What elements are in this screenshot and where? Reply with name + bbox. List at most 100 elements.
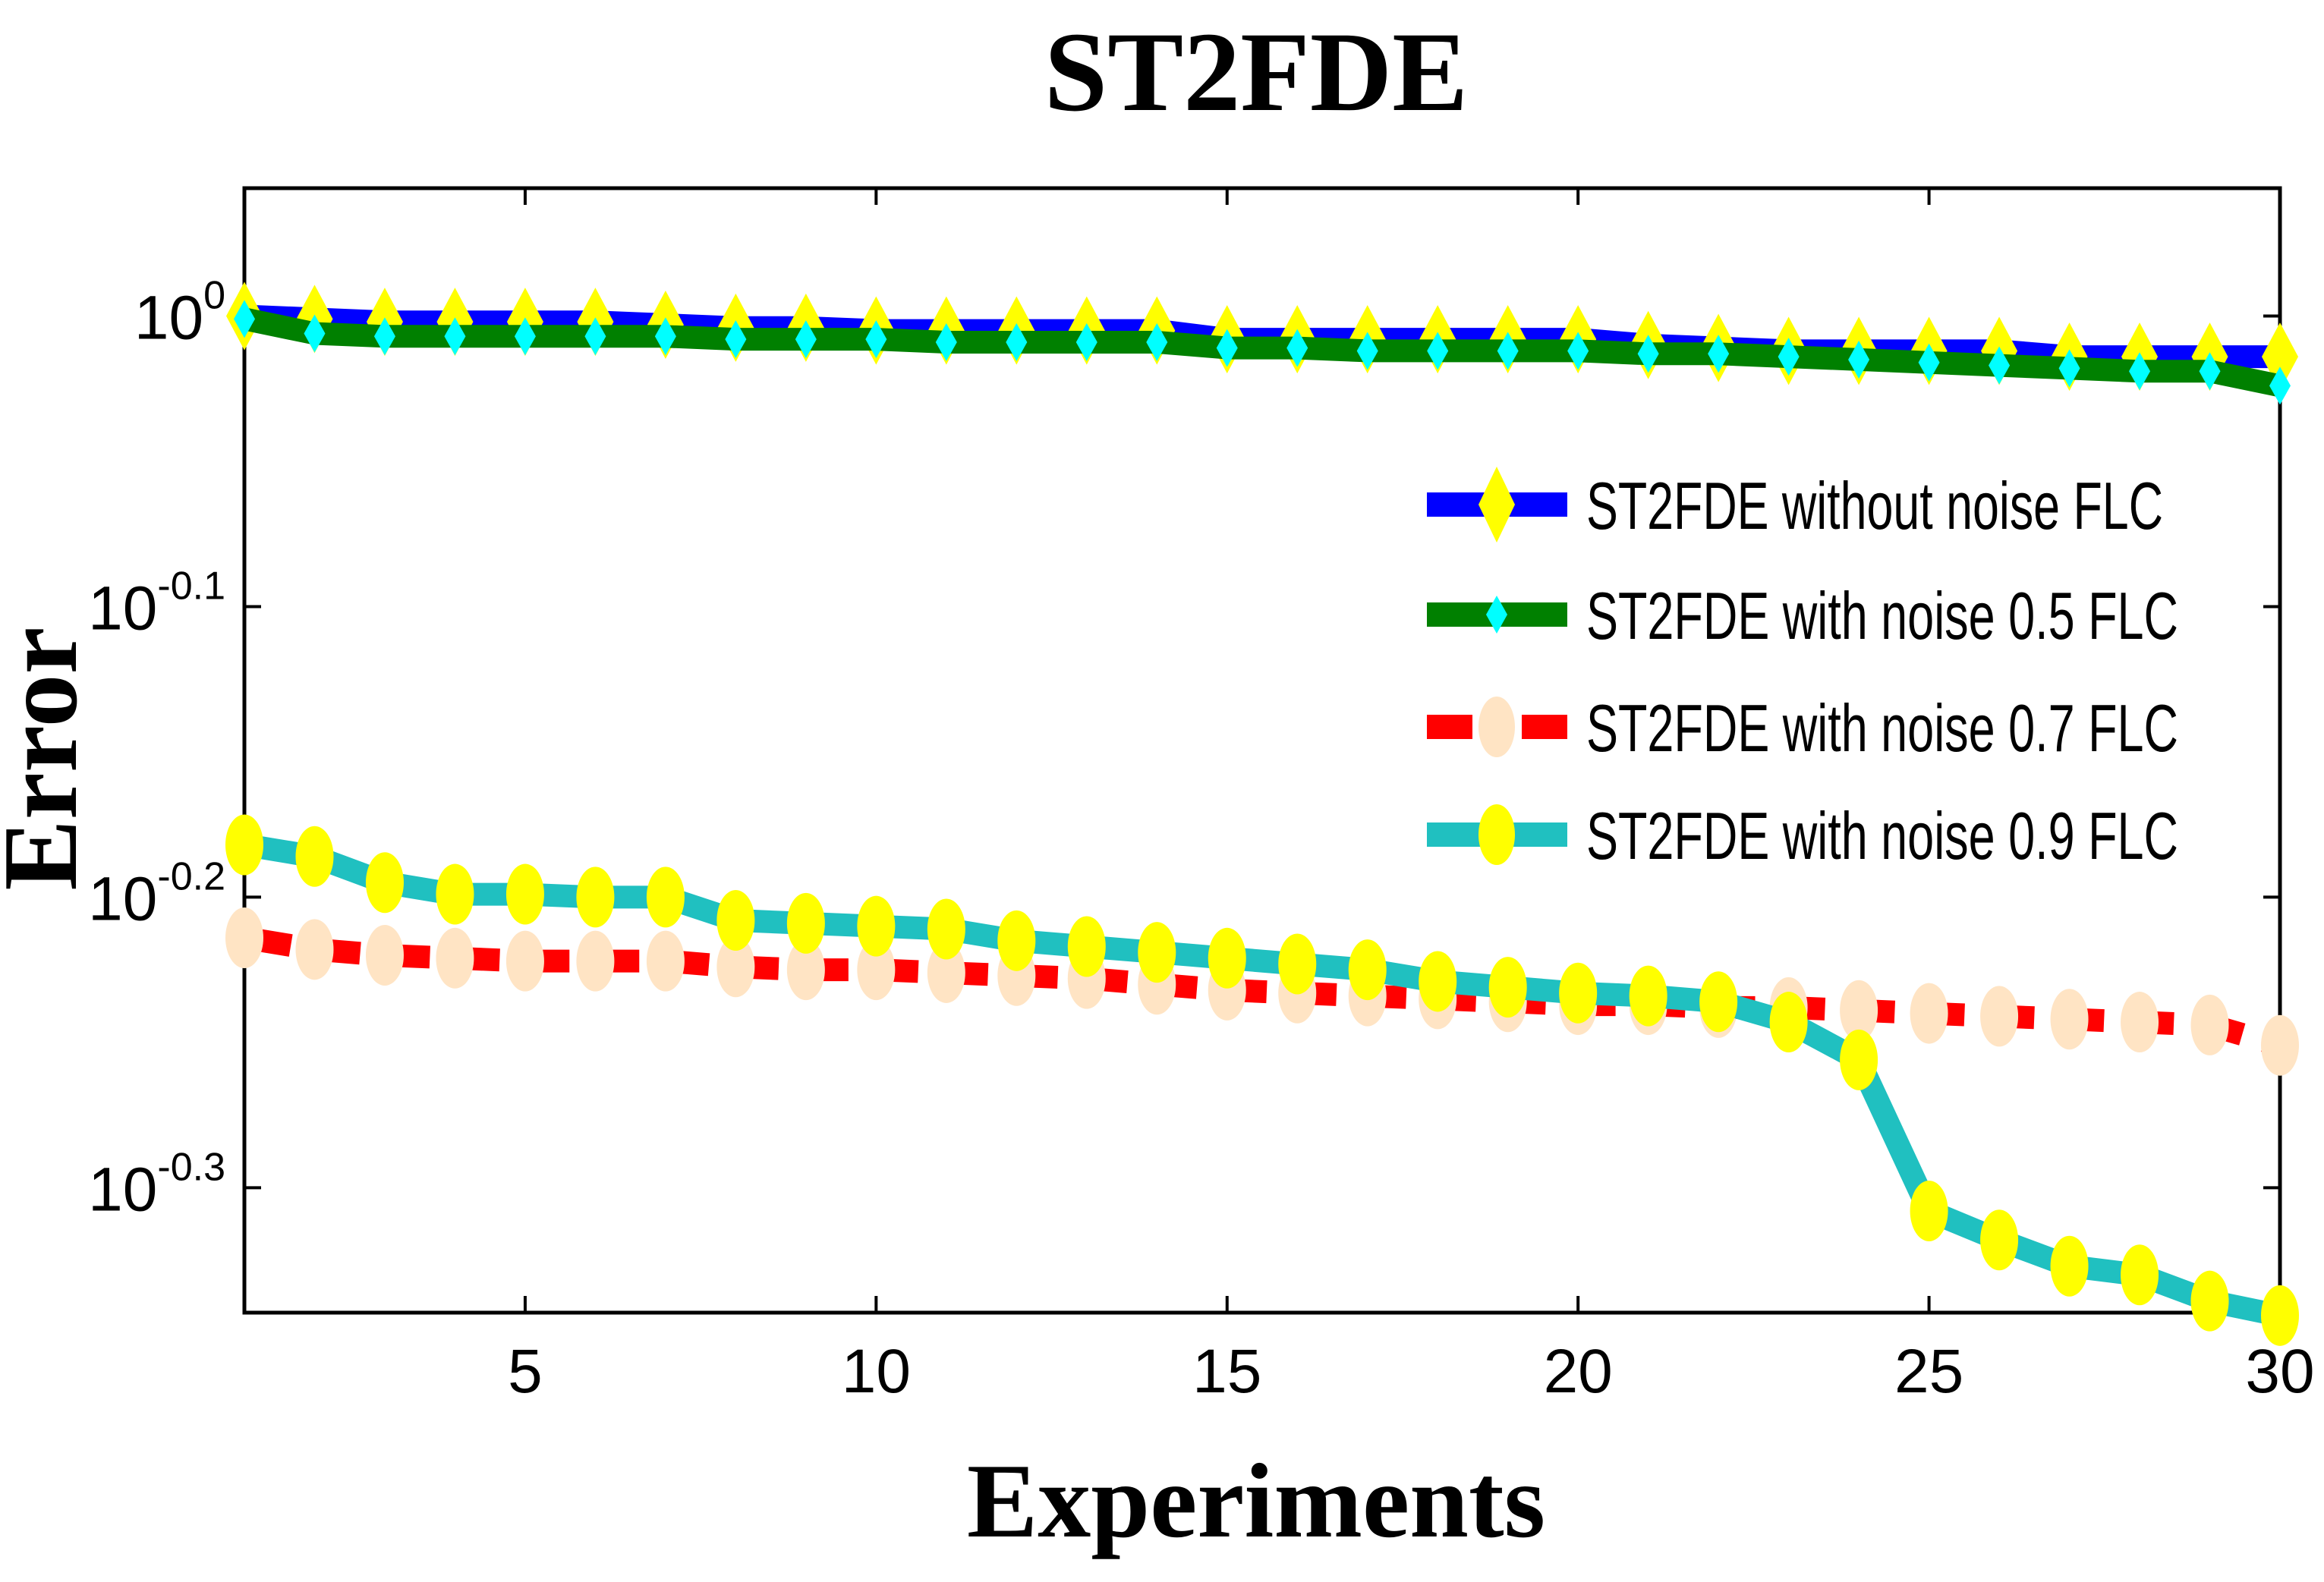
data-point (865, 320, 887, 359)
data-point (2261, 1014, 2299, 1076)
data-point (857, 939, 896, 1001)
data-point (716, 890, 755, 951)
data-point (997, 910, 1036, 971)
legend-entry-without-noise: ST2FDE without noise FLC (1427, 467, 2163, 543)
data-point (1006, 322, 1028, 361)
data-point (1840, 980, 1878, 1041)
data-point (2058, 349, 2080, 388)
data-point (505, 930, 544, 992)
series-1 (234, 300, 2291, 405)
data-point (927, 942, 965, 1003)
x-axis-label: Experiments (967, 1442, 1545, 1560)
data-point (1778, 338, 1800, 376)
y-tick-label: 10-0.2 (88, 854, 225, 933)
data-point (1419, 951, 1457, 1012)
data-point (1910, 1180, 1948, 1241)
data-point (365, 852, 404, 914)
data-point (1497, 332, 1519, 370)
data-point (1910, 983, 1948, 1044)
legend-marker-noise-0-7 (1478, 697, 1515, 757)
data-point (646, 866, 685, 928)
data-point (795, 320, 817, 359)
legend-label-noise-0-9: ST2FDE with noise 0.9 FLC (1586, 798, 2178, 873)
data-point (1278, 933, 1317, 995)
data-point (1075, 322, 1097, 361)
x-tick-label: 15 (1192, 1337, 1261, 1406)
legend: ST2FDE without noise FLC ST2FDE with noi… (1427, 467, 2178, 873)
chart-title: ST2FDE (1044, 9, 1468, 135)
x-tick-label: 5 (508, 1337, 543, 1406)
legend-label-noise-0-5: ST2FDE with noise 0.5 FLC (1586, 578, 2178, 653)
data-point (1989, 346, 2011, 385)
data-point (1637, 335, 1659, 373)
data-point (365, 924, 404, 986)
data-point (2129, 352, 2151, 391)
legend-entry-noise-0-5: ST2FDE with noise 0.5 FLC (1427, 578, 2178, 653)
data-point (1980, 986, 2019, 1047)
data-point (2190, 994, 2229, 1055)
data-point (646, 930, 685, 992)
data-point (2269, 366, 2291, 405)
data-point (1208, 927, 1246, 989)
data-point (786, 892, 825, 954)
data-point (304, 314, 326, 353)
legend-entry-noise-0-7: ST2FDE with noise 0.7 FLC (1427, 690, 2178, 766)
y-tick-label: 10-0.1 (88, 564, 225, 643)
data-point (2050, 989, 2089, 1050)
data-point (857, 895, 896, 957)
y-axis-label: Error (0, 627, 99, 890)
series-layer (225, 281, 2299, 1346)
data-point (786, 939, 825, 1001)
data-point (1488, 957, 1527, 1018)
data-point (2190, 1270, 2229, 1332)
data-point (1348, 939, 1387, 1001)
data-point (373, 317, 395, 356)
data-point (225, 814, 263, 876)
data-point (1146, 322, 1168, 361)
plot-area-frame (242, 186, 2282, 1315)
x-tick-label: 20 (1544, 1337, 1613, 1406)
x-tick-label: 30 (2245, 1337, 2314, 1406)
data-point (234, 300, 255, 338)
data-point (1629, 965, 1667, 1027)
series-line (241, 307, 2283, 398)
data-point (1286, 329, 1308, 367)
legend-marker-noise-0-9 (1478, 804, 1515, 865)
data-point (576, 930, 615, 992)
data-point (436, 863, 474, 925)
legend-entry-noise-0-9: ST2FDE with noise 0.9 FLC (1427, 798, 2178, 873)
data-point (2121, 1244, 2159, 1306)
series-3 (225, 814, 2299, 1346)
data-point (725, 320, 747, 359)
y-tick-label: 100 (134, 273, 225, 352)
data-point (444, 317, 466, 356)
data-point (1356, 332, 1378, 370)
data-point (2199, 352, 2221, 391)
x-tick-label: 10 (842, 1337, 911, 1406)
data-point (1216, 329, 1238, 367)
data-point (1918, 343, 1940, 382)
data-point (1067, 916, 1106, 977)
legend-label-noise-0-7: ST2FDE with noise 0.7 FLC (1586, 690, 2178, 766)
axis-ticks: 5 10 15 20 25 30 100 10-0.1 10-0.2 10-0.3 (88, 188, 2315, 1406)
data-point (1138, 922, 1176, 983)
data-point (1848, 340, 1870, 379)
data-point (927, 898, 965, 960)
x-tick-label: 25 (1894, 1337, 1963, 1406)
data-point (514, 317, 536, 356)
data-point (1427, 332, 1449, 370)
data-point (295, 919, 334, 980)
data-point (576, 866, 615, 928)
data-point (1708, 335, 1730, 373)
data-point (1559, 962, 1598, 1024)
data-point (295, 826, 334, 887)
data-point (1769, 992, 1808, 1053)
data-point (1980, 1209, 2019, 1271)
data-point (2050, 1235, 2089, 1297)
data-point (2261, 1285, 2299, 1346)
data-point (935, 322, 957, 361)
data-point (2121, 992, 2159, 1053)
series-2 (225, 907, 2299, 1076)
